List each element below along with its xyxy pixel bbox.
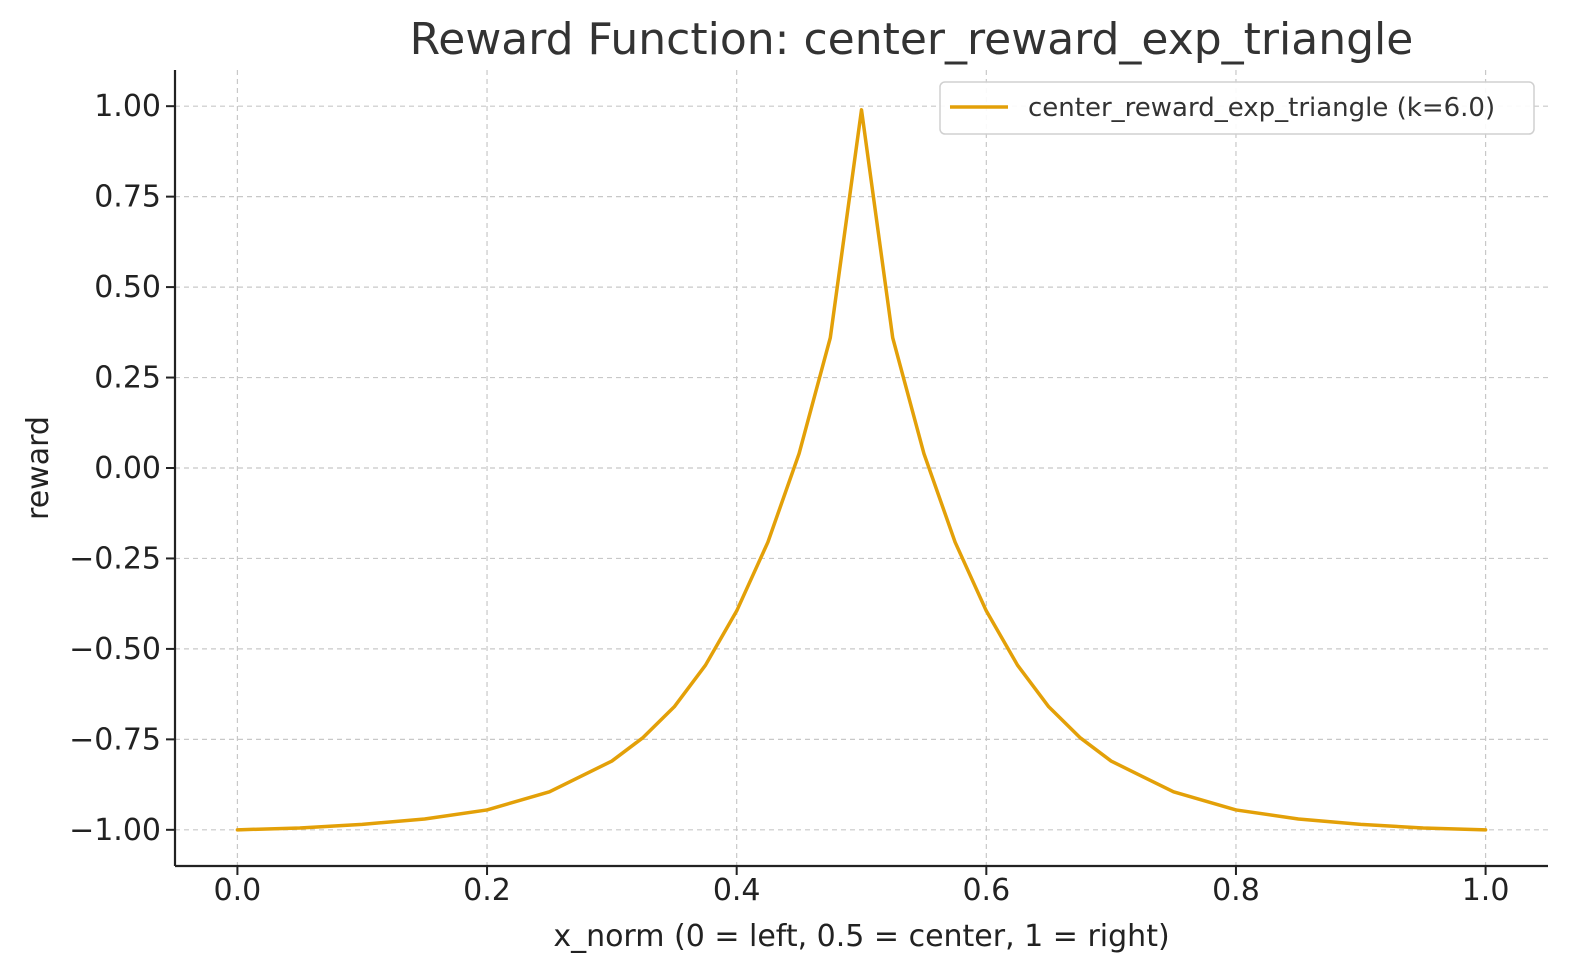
y-tick-label: −1.00: [69, 813, 161, 848]
x-tick-label: 0.8: [1212, 873, 1260, 908]
ticks-layer: 0.0 0.2 0.4 0.6 0.8 1.0 −1.00 −0.75 −0.50 −0.25 0.…: [69, 89, 1509, 908]
legend: center_reward_exp_triangle (k=6.0): [939, 81, 1535, 135]
legend-label: center_reward_exp_triangle (k=6.0): [1028, 93, 1495, 123]
x-tick-label: 0.4: [713, 873, 761, 908]
x-tick-label: 0.2: [463, 873, 511, 908]
y-tick-label: −0.75: [69, 722, 161, 757]
y-tick-label: 0.25: [94, 361, 161, 396]
y-tick-label: 0.00: [94, 451, 161, 486]
series-line: [235, 108, 1488, 832]
x-tick-label: 0.0: [214, 873, 262, 908]
y-axis-label: reward: [21, 416, 56, 520]
y-tick-label: 0.50: [94, 270, 161, 305]
x-axis-label: x_norm (0 = left, 0.5 = center, 1 = righ…: [553, 919, 1169, 954]
y-tick-label: −0.50: [69, 632, 161, 667]
x-tick-label: 1.0: [1462, 873, 1510, 908]
legend-box: [939, 81, 1535, 135]
y-tick-label: 1.00: [94, 89, 161, 124]
series-layer: [235, 108, 1488, 832]
x-tick-label: 0.6: [962, 873, 1010, 908]
y-tick-label: −0.25: [69, 541, 161, 576]
chart-title: Reward Function: center_reward_exp_trian…: [410, 14, 1414, 65]
y-tick-label: 0.75: [94, 180, 161, 215]
grid-layer: [175, 70, 1548, 866]
